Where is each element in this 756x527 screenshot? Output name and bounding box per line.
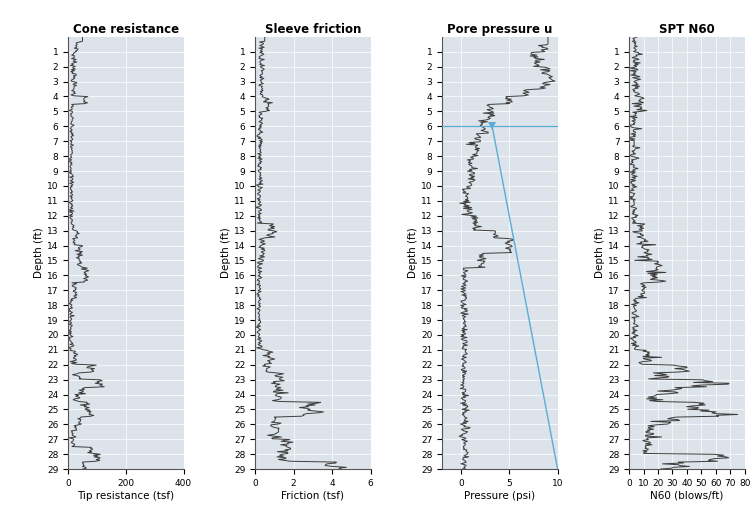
Y-axis label: Depth (ft): Depth (ft): [408, 228, 418, 278]
Y-axis label: Depth (ft): Depth (ft): [34, 228, 44, 278]
Y-axis label: Depth (ft): Depth (ft): [221, 228, 231, 278]
Title: Cone resistance: Cone resistance: [73, 23, 179, 36]
X-axis label: N60 (blows/ft): N60 (blows/ft): [650, 491, 723, 501]
Title: SPT N60: SPT N60: [659, 23, 715, 36]
Title: Pore pressure u: Pore pressure u: [448, 23, 553, 36]
X-axis label: Tip resistance (tsf): Tip resistance (tsf): [77, 491, 175, 501]
Title: Sleeve friction: Sleeve friction: [265, 23, 361, 36]
Y-axis label: Depth (ft): Depth (ft): [595, 228, 606, 278]
X-axis label: Pressure (psi): Pressure (psi): [464, 491, 535, 501]
X-axis label: Friction (tsf): Friction (tsf): [281, 491, 344, 501]
